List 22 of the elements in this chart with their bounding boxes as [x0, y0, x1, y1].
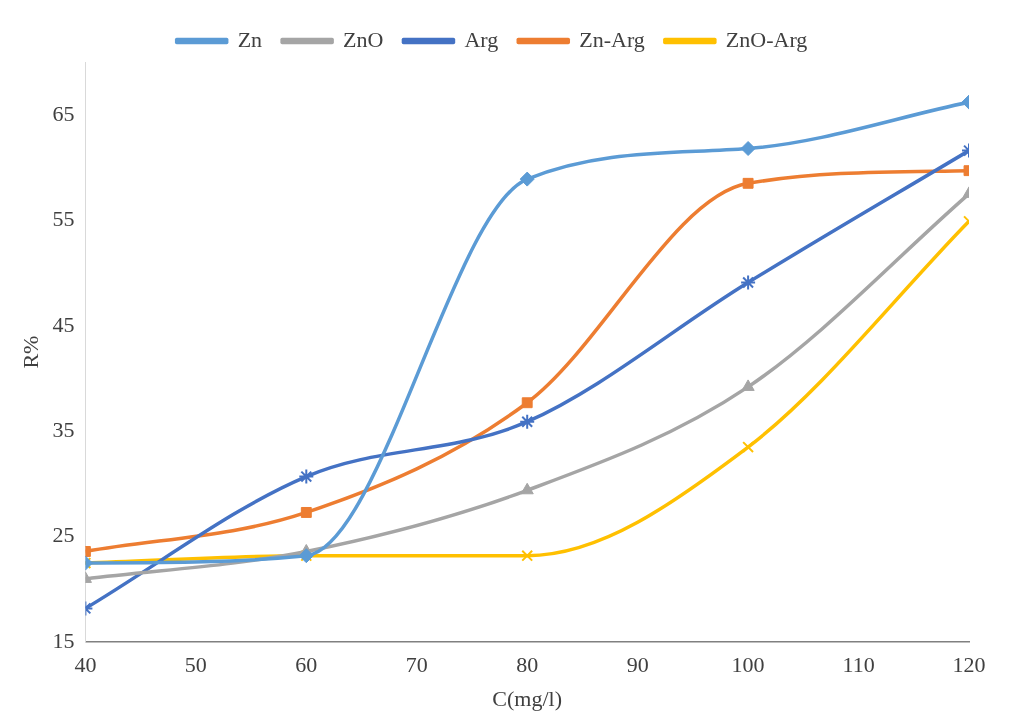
x-tick-label: 40	[74, 652, 97, 678]
y-tick-label: 15	[52, 627, 75, 653]
legend-label: ZnO	[343, 26, 384, 52]
x-tick-label: 70	[405, 652, 428, 678]
x-tick-label: 50	[184, 652, 207, 678]
y-tick-label: 45	[52, 311, 75, 337]
legend-label: Arg	[464, 26, 499, 52]
x-tick-label: 110	[842, 652, 875, 678]
legend-label: ZnO-Arg	[725, 26, 808, 52]
y-tick-label: 35	[52, 417, 75, 442]
y-tick-label: 25	[52, 522, 75, 548]
legend-label: Zn	[237, 26, 263, 52]
x-tick-label: 90	[626, 652, 649, 678]
y-tick-label: 55	[52, 206, 75, 232]
y-axis-title: R%	[17, 335, 43, 369]
x-tick-label: 60	[295, 652, 318, 678]
y-tick-label: 65	[52, 100, 75, 126]
x-tick-label: 120	[952, 652, 986, 678]
x-tick-label: 100	[731, 652, 765, 678]
x-axis-title: C(mg/l)	[492, 685, 563, 711]
legend-label: Zn-Arg	[579, 26, 645, 52]
x-tick-label: 80	[516, 652, 539, 678]
